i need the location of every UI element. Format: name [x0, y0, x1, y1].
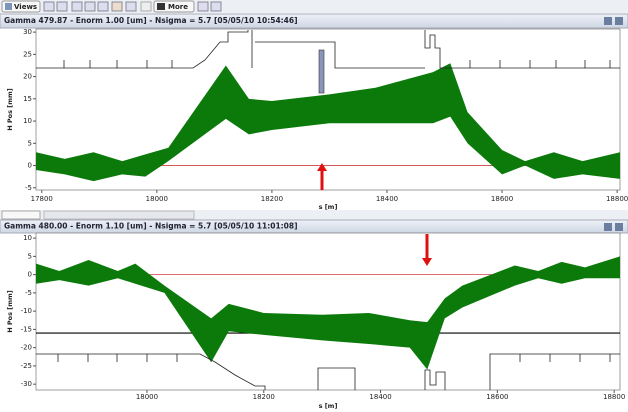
envelope [36, 63, 620, 182]
icon[interactable] [615, 223, 623, 231]
y-tick-label: 15 [23, 95, 32, 103]
y-tick-label: -5 [25, 289, 32, 297]
panel-title: Gamma 480.00 - Enorm 1.10 [um] - Nsigma … [4, 222, 298, 231]
aperture-line [36, 353, 620, 390]
icon[interactable] [210, 1, 222, 12]
y-tick-label: 5 [28, 139, 32, 147]
x-tick-label: 17800 [31, 195, 53, 203]
icon [5, 3, 12, 10]
arrow-head [422, 258, 432, 266]
aperture [36, 353, 620, 390]
icon[interactable] [604, 17, 612, 25]
marker [318, 49, 325, 94]
x-tick-label: 18800 [603, 393, 625, 401]
x-tick-label: 18600 [486, 393, 508, 401]
icon [84, 1, 96, 12]
aperture-line [36, 30, 620, 69]
x-tick-label: 18400 [369, 393, 391, 401]
plot-area [35, 232, 621, 391]
aperture-ticks [63, 60, 611, 68]
aperture [36, 30, 620, 69]
y-tick-label: 0 [28, 271, 32, 279]
x-tick-label: 18600 [491, 195, 513, 203]
toolbar [0, 210, 628, 220]
y-tick-label: -20 [21, 344, 32, 352]
y-axis-title: H Pos [mm] [6, 290, 14, 333]
y-tick-label: -25 [21, 362, 32, 370]
y-tick-label: 30 [23, 28, 32, 36]
button-label: More [168, 3, 188, 11]
arrow-head [317, 163, 327, 171]
icon [43, 1, 55, 12]
more-button[interactable]: More [153, 0, 195, 13]
y-tick-label: -15 [21, 325, 32, 333]
views-button[interactable]: Views [1, 0, 41, 13]
panel-header [0, 13, 628, 29]
envelope [36, 256, 620, 370]
x-tick-label: 18400 [376, 195, 398, 203]
y-tick-label: -30 [21, 380, 32, 388]
button-frame [1, 210, 41, 220]
y-tick-label: 10 [23, 234, 32, 242]
icon [157, 3, 165, 10]
icon [140, 1, 152, 12]
x-axis-title: s [m] [319, 402, 338, 410]
icon [111, 1, 123, 12]
toolbar-icons[interactable] [43, 1, 152, 12]
y-tick-label: -5 [25, 184, 32, 192]
aperture-ticks [57, 354, 611, 362]
x-tick-label: 18200 [261, 195, 283, 203]
plot [35, 232, 621, 391]
y-tick-label: 0 [28, 162, 32, 170]
icon[interactable] [615, 17, 623, 25]
icon[interactable] [197, 1, 209, 12]
icon[interactable] [604, 223, 612, 231]
y-tick-label: -10 [21, 307, 32, 315]
y-tick-label: 25 [23, 50, 32, 58]
x-tick-label: 18200 [253, 393, 275, 401]
y-tick-label: 5 [28, 252, 32, 260]
x-tick-label: 18000 [136, 393, 158, 401]
icon [56, 1, 68, 12]
y-tick-label: 10 [23, 117, 32, 125]
panel-title: Gamma 479.87 - Enorm 1.00 [um] - Nsigma … [4, 16, 298, 25]
icon [71, 1, 83, 12]
x-tick-label: 18000 [146, 195, 168, 203]
x-tick-label: 18800 [606, 195, 628, 203]
icon [97, 1, 109, 12]
y-tick-label: 20 [23, 73, 32, 81]
toolbar-icons [43, 210, 195, 220]
button-label: Views [14, 3, 37, 11]
plot [35, 28, 621, 191]
y-axis-title: H Pos [mm] [6, 88, 14, 131]
icon [125, 1, 137, 12]
x-axis-title: s [m] [319, 203, 338, 211]
